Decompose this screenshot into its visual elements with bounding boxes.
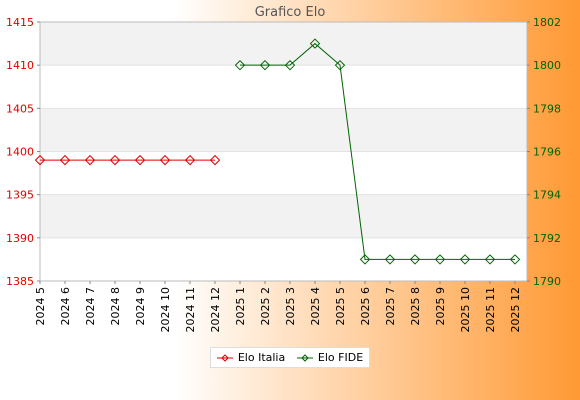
data-point-fide [334,59,346,71]
legend-item-italia: Elo Italia [216,351,286,364]
x-tick-label: 2025 7 [384,287,397,326]
grid-band [40,108,527,152]
data-point-italia [34,154,46,166]
y-right-tick-label: 1798 [533,102,561,115]
x-tick-label: 2024 5 [34,287,47,326]
data-point-italia [159,154,171,166]
y-left-tick-label: 1390 [6,232,34,245]
data-point-italia [209,154,221,166]
y-right-tick-label: 1792 [533,232,561,245]
legend-marker-fide [296,353,313,362]
x-tick-label: 2025 4 [309,287,322,326]
y-left-tick-label: 1415 [6,16,34,29]
legend-marker-italia [216,353,233,362]
legend-label-italia: Elo Italia [237,351,286,364]
legend-item-fide: Elo FIDE [296,351,364,364]
y-left-tick-label: 1410 [6,59,34,72]
x-tick-label: 2024 6 [59,287,72,326]
data-point-fide [384,254,396,265]
data-point-fide [359,254,371,265]
x-tick-label: 2024 8 [109,287,122,326]
x-tick-label: 2024 7 [84,287,97,326]
data-point-fide [434,254,446,265]
y-right-tick-label: 1800 [533,59,561,72]
x-tick-label: 2025 3 [284,287,297,326]
data-point-italia [84,154,96,166]
x-tick-label: 2025 6 [359,287,372,326]
grid-band [40,22,527,66]
data-point-fide [484,254,496,265]
data-point-fide [509,254,521,265]
y-left-tick-label: 1400 [6,146,34,159]
data-point-fide [409,254,421,265]
y-right-tick-label: 1796 [533,146,561,159]
data-point-fide [459,254,471,265]
legend-label-fide: Elo FIDE [317,351,364,364]
x-tick-label: 2024 11 [184,287,197,333]
x-tick-label: 2025 8 [409,287,422,326]
y-left-tick-label: 1405 [6,102,34,115]
x-tick-label: 2024 12 [209,287,222,333]
x-tick-label: 2025 1 [234,287,247,326]
data-point-italia [184,154,196,166]
legend: Elo Italia Elo FIDE [210,347,370,368]
x-tick-label: 2025 10 [459,287,472,333]
x-tick-label: 2025 11 [484,287,497,333]
x-tick-label: 2025 12 [509,287,522,333]
y-right-tick-label: 1790 [533,275,561,288]
x-tick-label: 2024 10 [159,287,172,333]
y-right-tick-label: 1802 [533,16,561,29]
data-point-fide [309,38,321,49]
x-tick-label: 2025 9 [434,287,447,326]
chart-title: Grafico Elo [254,5,326,20]
data-point-fide [259,59,271,71]
y-left-tick-label: 1385 [6,275,34,288]
data-point-italia [109,154,121,166]
data-point-italia [134,154,146,166]
y-right-tick-label: 1794 [533,189,561,202]
data-point-fide [284,59,296,71]
data-point-italia [59,154,71,166]
data-point-fide [234,59,246,71]
grid-band [40,194,527,238]
y-left-tick-label: 1395 [6,189,34,202]
x-tick-label: 2025 5 [334,287,347,326]
x-tick-label: 2025 2 [259,287,272,326]
x-tick-label: 2024 9 [134,287,147,326]
